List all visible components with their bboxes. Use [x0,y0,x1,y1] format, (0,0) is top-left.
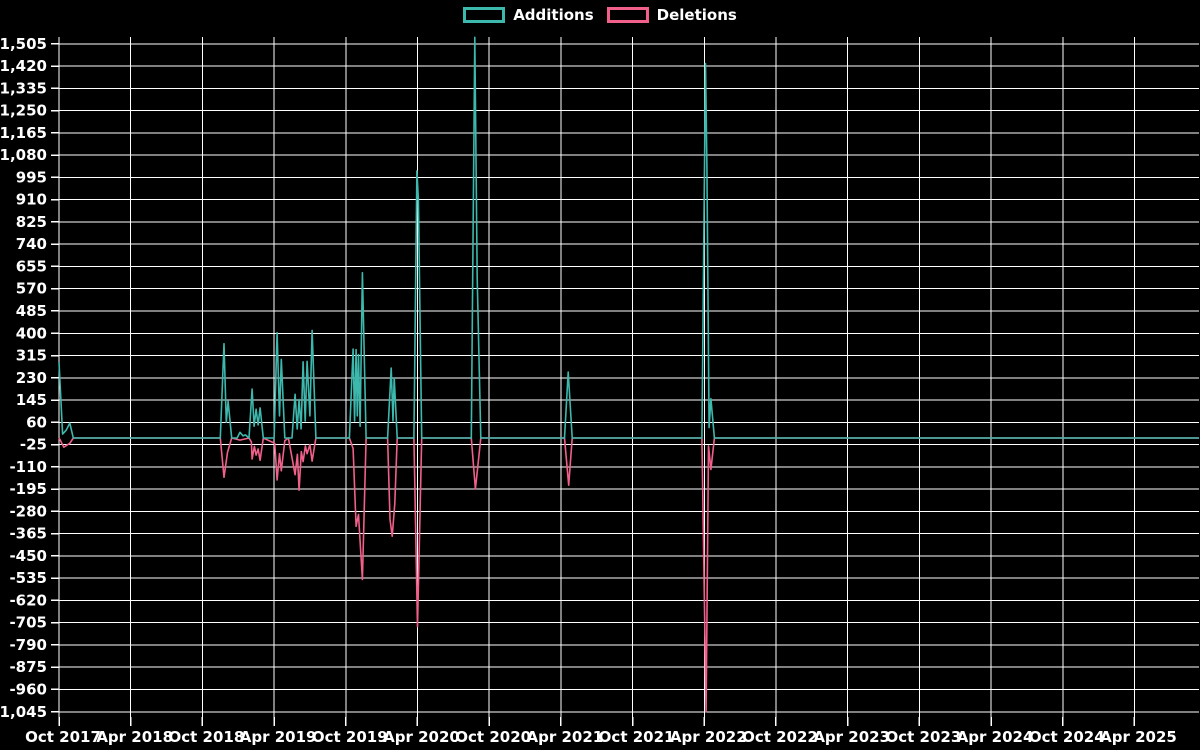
x-tick-label: Apr 2019 [240,728,317,746]
y-tick-label: 1,335 [0,79,47,97]
legend-label: Additions [513,5,594,24]
y-tick-label: 230 [16,369,47,387]
y-tick-label: 825 [16,213,47,231]
y-tick-label: 1,165 [0,124,47,142]
y-tick-label: 400 [16,324,47,342]
x-tick-label: Oct 2022 [742,728,818,746]
x-tick-label: Apr 2024 [957,728,1034,746]
x-tick-label: Apr 2020 [383,728,460,746]
y-tick-label: -875 [9,658,47,676]
y-tick-label: 995 [16,168,47,186]
y-tick-label: 1,250 [0,102,47,120]
x-tick-label: Apr 2018 [96,728,173,746]
y-tick-label: -25 [20,436,47,454]
y-tick-label: -280 [9,502,47,520]
y-tick-label: -110 [9,458,47,476]
x-tick-label: Oct 2020 [455,728,531,746]
y-tick-label: 1,420 [0,57,47,75]
x-tick-label: Oct 2017 [25,728,101,746]
y-tick-label: -705 [9,614,47,632]
y-tick-label: -535 [9,569,47,587]
x-tick-label: Apr 2025 [1100,728,1177,746]
chart-legend: Additions Deletions [0,7,1200,23]
y-tick-label: -450 [9,547,47,565]
y-tick-label: -1,045 [0,703,47,721]
y-tick-label: 910 [16,191,47,209]
y-tick-label: 655 [16,257,47,275]
y-tick-label: -790 [9,636,47,654]
y-tick-label: 145 [16,391,47,409]
legend-label: Deletions [656,5,737,24]
y-tick-label: 315 [16,347,47,365]
y-tick-label: 485 [16,302,47,320]
x-tick-label: Oct 2024 [1029,728,1105,746]
y-tick-label: 1,080 [0,146,47,164]
legend-item-deletions[interactable]: Deletions [606,5,737,24]
x-tick-label: Apr 2022 [670,728,747,746]
x-tick-label: Oct 2023 [885,728,961,746]
x-tick-label: Apr 2023 [813,728,890,746]
x-tick-label: Oct 2021 [599,728,675,746]
series-line-additions [58,36,1199,439]
x-tick-label: Oct 2018 [168,728,244,746]
y-tick-label: 60 [26,413,47,431]
y-tick-label: 740 [16,235,47,253]
deletions-swatch-icon [606,7,649,23]
x-tick-label: Apr 2021 [527,728,604,746]
y-tick-label: -960 [9,680,47,698]
legend-item-additions[interactable]: Additions [463,5,594,24]
y-tick-label: 570 [16,280,47,298]
y-tick-label: -195 [9,480,47,498]
series-line-deletions [58,437,1199,713]
y-tick-label: -620 [9,591,47,609]
y-tick-label: -365 [9,525,47,543]
x-tick-label: Oct 2019 [312,728,388,746]
y-tick-label: 1,505 [0,35,47,53]
additions-swatch-icon [463,7,506,23]
